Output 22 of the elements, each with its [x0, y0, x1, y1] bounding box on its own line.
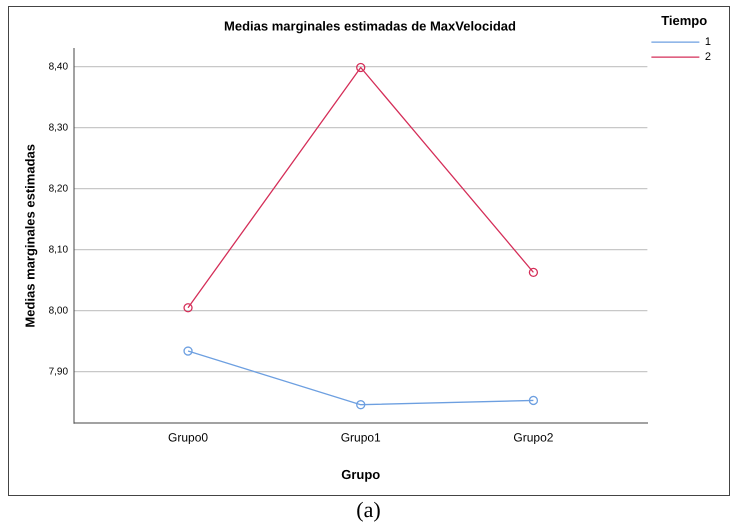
- point: [528, 268, 538, 278]
- point: [183, 303, 193, 312]
- y-tick-label: 8,10: [48, 244, 68, 256]
- point: [356, 62, 366, 72]
- x-axis-title: Grupo: [341, 466, 380, 482]
- y-tick-label: 8,40: [48, 62, 68, 73]
- point: [183, 346, 193, 356]
- legend-label: 2: [704, 51, 712, 64]
- legend-label: 1: [704, 36, 712, 48]
- point: [356, 400, 366, 410]
- x-tick-label: Grupo1: [340, 430, 382, 445]
- y-tick-label: 8,00: [48, 306, 68, 317]
- y-tick-label: 8,30: [48, 122, 68, 134]
- x-tick-label: Grupo0: [168, 430, 208, 445]
- x-tick-label: Grupo2: [513, 430, 554, 445]
- y-tick-label: 8,20: [48, 184, 68, 195]
- point: [528, 396, 538, 406]
- y-axis-title: Medias marginales estimadas: [22, 144, 38, 328]
- text: (a): [355, 497, 382, 523]
- chart-title: Medias marginales estimadas de MaxVelocidad: [224, 18, 516, 34]
- legend-title: Tiempo: [661, 13, 708, 28]
- y-tick-label: 7,90: [48, 366, 68, 378]
